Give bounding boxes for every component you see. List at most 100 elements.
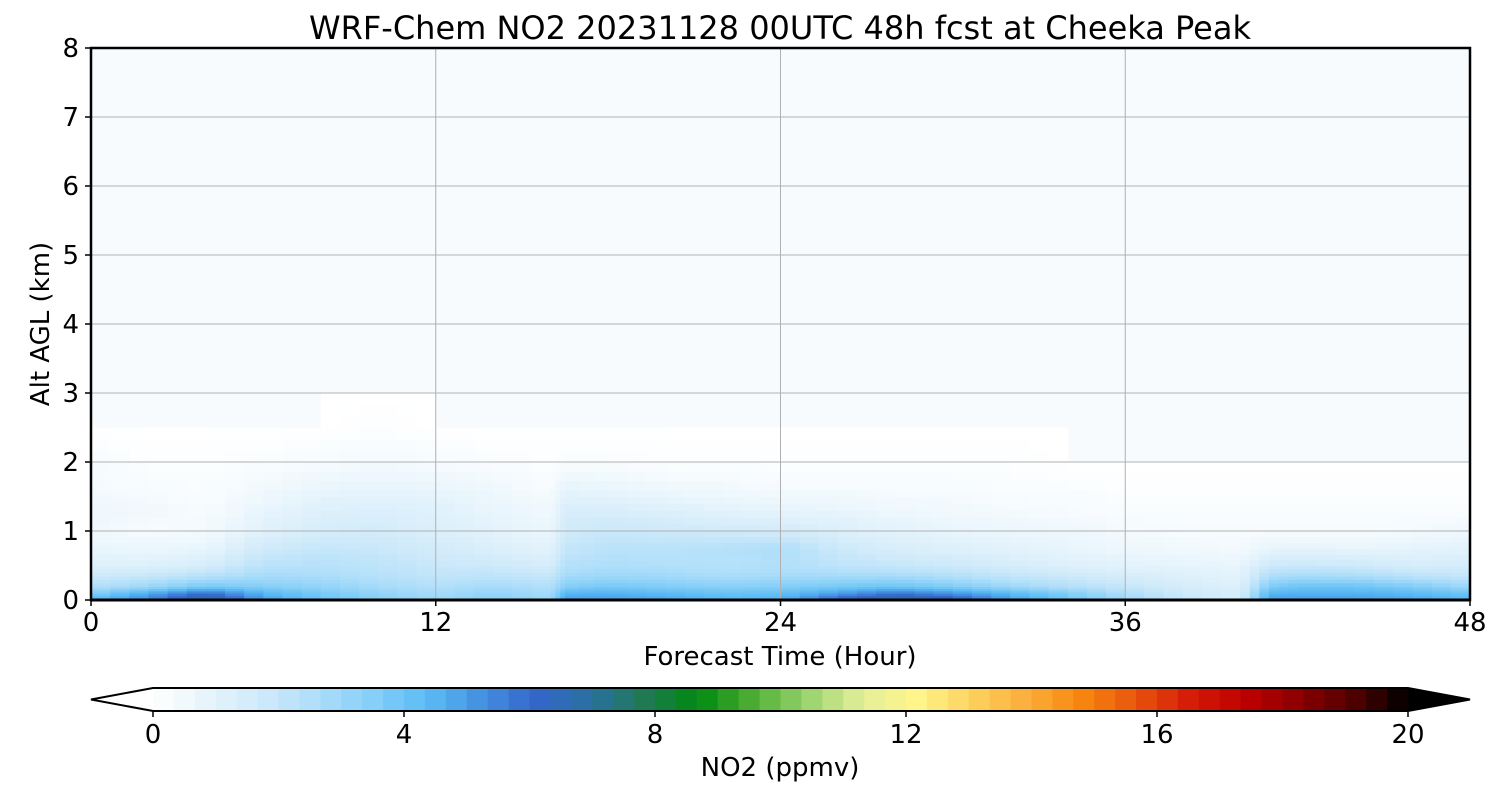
heatmap-cell [742,565,762,570]
heatmap-cell [205,462,226,472]
heatmap-cell [225,510,245,518]
heatmap-cell [397,489,418,498]
heatmap-cell [1086,572,1107,577]
heatmap-cell [608,588,628,592]
heatmap-cell [1201,462,1222,472]
heatmap-cell [1355,559,1375,567]
heatmap-cell [1125,579,1145,584]
heatmap-cell [129,471,150,481]
heatmap-cell [129,462,150,472]
heatmap-cell [1259,582,1270,587]
heatmap-cell [416,510,437,518]
heatmap-cell [512,548,533,555]
heatmap-cell [1144,548,1165,555]
heatmap-cell [378,579,399,584]
heatmap-cell [282,565,303,570]
heatmap-cell [1182,480,1203,491]
heatmap-cell [416,531,437,538]
heatmap-cell [167,593,188,596]
heatmap-cell [1412,590,1433,594]
heatmap-cell [1297,579,1318,584]
heatmap-cell [608,480,628,491]
heatmap-cell [1144,480,1165,491]
heatmap-cell [1355,503,1375,511]
heatmap-cell [148,536,169,544]
heatmap-cell [397,559,418,567]
heatmap-cell [1297,568,1318,573]
heatmap-cell [914,531,935,538]
heatmap-cell [684,568,705,573]
heatmap-cell [1259,480,1270,491]
heatmap-cell [895,572,916,577]
heatmap-cell [1288,462,1299,472]
heatmap-cell [952,595,973,599]
heatmap-cell [1048,565,1069,570]
colorbar-swatch [1303,688,1325,711]
heatmap-cell [167,462,188,472]
heatmap-cell [1374,586,1394,590]
heatmap-cell [282,439,303,452]
heatmap-cell [1393,517,1414,525]
heatmap-cell [1086,593,1107,596]
heatmap-cell [1316,548,1337,555]
heatmap-cell [244,496,264,504]
heatmap-cell [1010,586,1031,590]
heatmap-cell [837,450,858,463]
heatmap-cell [1316,590,1337,594]
heatmap-cell [1278,496,1289,504]
heatmap-cell [1163,471,1184,481]
heatmap-cell [205,579,226,584]
heatmap-cell [579,427,595,440]
heatmap-cell [560,503,566,511]
heatmap-cell [761,595,782,599]
heatmap-cell [799,439,820,452]
colorbar-swatch [634,688,656,711]
heatmap-cell [339,416,360,429]
heatmap-cell [742,575,762,580]
heatmap-cell [1259,503,1270,511]
heatmap-cell [1086,582,1107,587]
heatmap-cell [876,586,897,590]
heatmap-cell [761,582,782,587]
heatmap-cell [512,496,533,504]
heatmap-cell [1355,462,1375,472]
heatmap-cell [1067,542,1088,549]
heatmap-cell [780,427,801,440]
heatmap-cell [818,582,839,587]
heatmap-cell [1048,450,1069,463]
heatmap-cell [186,554,207,561]
heatmap-cell [684,579,705,584]
heatmap-cell [550,586,557,590]
heatmap-cell [972,572,992,577]
heatmap-cell [895,536,916,544]
heatmap-cell [837,489,858,498]
heatmap-cell [837,590,858,594]
heatmap-cell [1010,554,1031,561]
heatmap-cell [608,590,628,594]
heatmap-cell [110,588,130,592]
heatmap-cell [550,450,557,463]
heatmap-cell [723,565,743,570]
heatmap-cell [186,575,207,580]
heatmap-cell [205,471,226,481]
heatmap-cell [665,462,686,472]
heatmap-cell [378,565,399,570]
heatmap-cell [1288,517,1299,525]
heatmap-cell [435,548,456,555]
heatmap-cell [1125,565,1145,570]
heatmap-cell [1240,462,1251,472]
heatmap-cell [397,480,418,491]
heatmap-cell [474,531,494,538]
heatmap-cell [1249,548,1260,555]
heatmap-cell [110,480,130,491]
heatmap-cell [1221,582,1241,587]
heatmap-cell [282,496,303,504]
heatmap-cell [952,531,973,538]
heatmap-cell [1163,542,1184,549]
heatmap-cell [1010,582,1031,587]
heatmap-cell [818,572,839,577]
heatmap-cell [914,559,935,567]
heatmap-cell [339,503,360,511]
heatmap-cell [703,554,724,561]
heatmap-cell [627,489,648,498]
